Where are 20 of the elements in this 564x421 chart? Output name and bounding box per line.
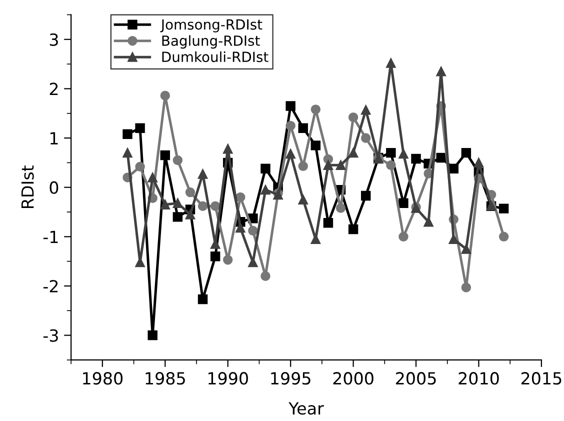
y-tick-label: -1 <box>43 230 58 243</box>
legend-label: Jomsong-RDIst <box>160 19 262 32</box>
y-tick-label: 0 <box>50 181 58 194</box>
x-tick-label: 2005 <box>396 372 436 385</box>
y-tick-label: -3 <box>43 329 58 342</box>
x-tick-label: 1985 <box>146 372 185 385</box>
x-tick-label: 1980 <box>83 372 123 385</box>
y-tick-label: 1 <box>50 132 58 144</box>
x-tick-label: 2010 <box>458 372 499 385</box>
y-axis-title: RDIst <box>21 165 34 208</box>
legend-label: Baglung-RDIst <box>162 35 260 49</box>
legend-label: Dumkouli-RDIst <box>162 51 268 62</box>
x-tick-label: 1995 <box>271 372 310 385</box>
x-tick-label: 1990 <box>208 372 248 385</box>
x-tick-label: 2000 <box>333 372 374 385</box>
y-tick-label: -2 <box>43 280 58 292</box>
x-axis-title: Year <box>288 402 324 415</box>
x-tick-label: 2015 <box>521 372 562 385</box>
y-tick-label: 2 <box>50 82 58 96</box>
y-tick-label: 3 <box>50 33 58 46</box>
